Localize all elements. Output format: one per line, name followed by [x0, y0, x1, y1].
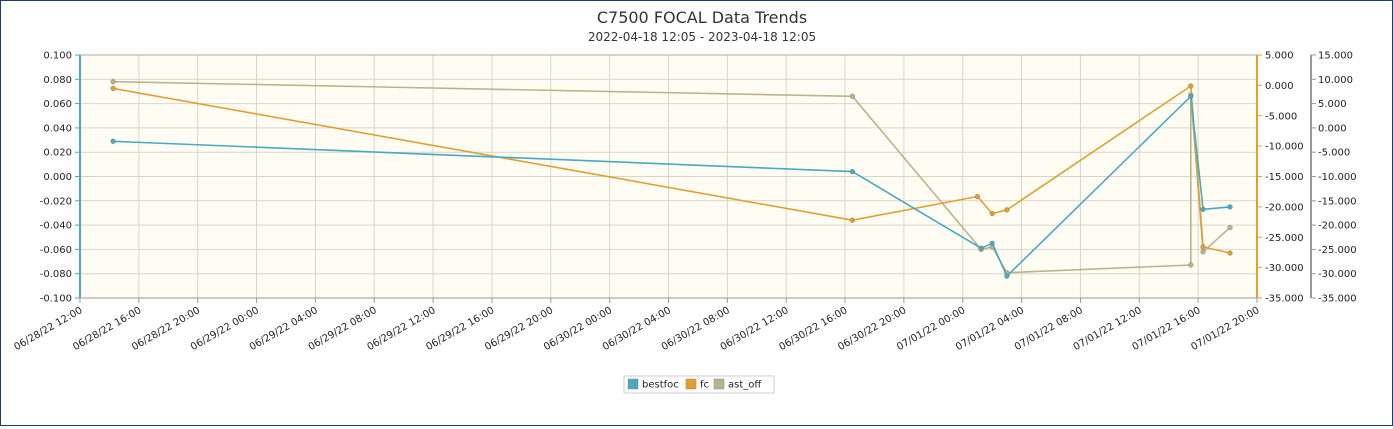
far-right-y-tick-label: -30.000 — [1318, 269, 1357, 280]
data-point-bestfoc[interactable] — [1004, 273, 1010, 279]
legend-label: bestfoc — [642, 380, 679, 391]
series-line-bestfoc — [113, 95, 1231, 277]
far-right-y-tick-label: 15.000 — [1318, 51, 1353, 62]
series-layer — [110, 79, 1233, 279]
far-right-y-tick-label: -25.000 — [1318, 245, 1357, 256]
legend-swatch — [685, 378, 697, 390]
data-point-fc[interactable] — [110, 85, 116, 92]
chart-title: C7500 FOCAL Data Trends — [597, 8, 807, 27]
data-point-bestfoc[interactable] — [1200, 206, 1206, 212]
right-y-tick-label: 5.000 — [1265, 51, 1294, 62]
far-right-y-tick-label: 10.000 — [1318, 75, 1353, 86]
right-y-tick-label: -20.000 — [1265, 202, 1304, 213]
data-point-fc[interactable] — [1200, 244, 1206, 250]
data-point-bestfoc[interactable] — [110, 138, 116, 144]
data-point-bestfoc[interactable] — [849, 169, 856, 175]
far-right-y-tick-label: 0.000 — [1318, 123, 1347, 134]
far-right-y-tick-label: 5.000 — [1318, 99, 1347, 110]
right-y-tick-label: -30.000 — [1265, 263, 1304, 274]
data-point-bestfoc[interactable] — [1227, 204, 1233, 210]
data-point-ast-off[interactable] — [1188, 262, 1194, 268]
data-point-bestfoc[interactable] — [1188, 93, 1194, 99]
left-y-tick-label: 0.020 — [43, 148, 72, 159]
far-right-y-tick-label: -15.000 — [1318, 196, 1357, 207]
left-y-tick-label: -0.060 — [40, 245, 72, 256]
right-y-tick-label: -5.000 — [1265, 111, 1297, 122]
left-y-tick-label: 0.000 — [43, 172, 72, 183]
legend[interactable]: bestfoc fc ast_off — [623, 375, 775, 394]
data-point-fc[interactable] — [974, 193, 981, 200]
data-point-fc[interactable] — [1188, 83, 1194, 89]
legend-item-bestfoc[interactable]: bestfoc — [627, 378, 679, 391]
left-y-tick-label: -0.100 — [40, 294, 72, 305]
legend-swatch — [713, 378, 725, 390]
data-point-fc[interactable] — [1227, 250, 1233, 256]
left-y-tick-label: 0.040 — [43, 123, 72, 134]
data-point-ast-off[interactable] — [849, 93, 856, 99]
legend-label: ast_off — [728, 380, 762, 391]
data-point-fc[interactable] — [849, 217, 856, 223]
data-point-bestfoc[interactable] — [978, 245, 984, 251]
right-y-tick-label: -15.000 — [1265, 172, 1304, 183]
legend-item-ast-off[interactable]: ast_off — [713, 378, 762, 391]
left-y-tick-label: 0.080 — [43, 75, 72, 86]
series-fc — [110, 83, 1233, 256]
data-point-ast-off[interactable] — [1227, 224, 1233, 231]
data-point-bestfoc[interactable] — [989, 240, 995, 246]
series-line-fc — [112, 85, 1231, 254]
legend-item-fc[interactable]: fc — [685, 378, 709, 391]
left-y-tick-label: -0.020 — [40, 196, 72, 207]
far-right-y-tick-label: -35.000 — [1318, 294, 1357, 305]
data-point-ast-off[interactable] — [1200, 249, 1206, 255]
chart-subtitle: 2022-04-18 12:05 - 2023-04-18 12:05 — [588, 30, 816, 44]
legend-label: fc — [700, 380, 709, 391]
right-y-tick-label: -25.000 — [1265, 233, 1304, 244]
legend-box — [623, 375, 775, 394]
data-point-ast-off[interactable] — [110, 79, 116, 85]
left-y-tick-label: 0.100 — [43, 51, 72, 62]
left-y-tick-label: 0.060 — [43, 99, 72, 110]
right-y-tick-label: -10.000 — [1265, 142, 1304, 153]
grid-lines — [79, 54, 1258, 299]
far-right-y-tick-label: -20.000 — [1318, 221, 1357, 232]
right-y-tick-label: 0.000 — [1265, 81, 1294, 92]
series-bestfoc — [110, 93, 1233, 279]
far-right-y-tick-label: -10.000 — [1318, 172, 1357, 183]
left-y-tick-label: -0.040 — [40, 221, 72, 232]
left-y-tick-label: -0.080 — [40, 269, 72, 280]
data-point-fc[interactable] — [1004, 207, 1010, 213]
right-y-tick-label: -35.000 — [1265, 294, 1304, 305]
legend-swatch — [627, 378, 639, 390]
far-right-y-tick-label: -5.000 — [1318, 148, 1350, 159]
data-point-fc[interactable] — [989, 210, 995, 217]
